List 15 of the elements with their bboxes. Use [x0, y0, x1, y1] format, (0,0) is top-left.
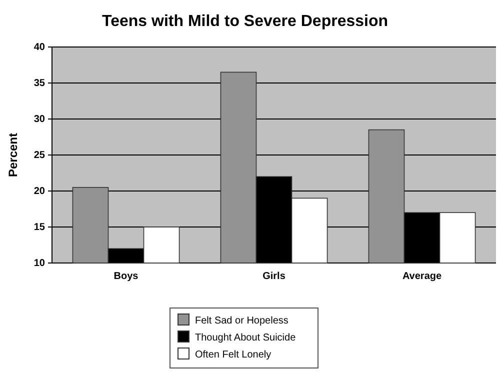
x-tick-label: Boys: [114, 271, 139, 282]
x-tick-label: Girls: [262, 271, 286, 282]
y-axis-title: Percent: [6, 132, 20, 178]
chart-title: Teens with Mild to Severe Depression: [102, 13, 388, 30]
legend-label: Often Felt Lonely: [195, 350, 272, 360]
y-tick-label: 40: [34, 42, 46, 54]
legend-label: Thought About Suicide: [195, 332, 296, 344]
x-tick-label: Average: [402, 271, 442, 282]
y-tick-label: 20: [34, 186, 46, 198]
y-tick-label: 35: [34, 78, 46, 90]
y-tick-label: 25: [34, 150, 46, 162]
legend-label: Felt Sad or Hopeless: [195, 316, 288, 326]
y-tick-label: 10: [34, 258, 46, 270]
y-tick-label: 30: [34, 114, 46, 126]
y-tick-label: 15: [34, 222, 46, 234]
